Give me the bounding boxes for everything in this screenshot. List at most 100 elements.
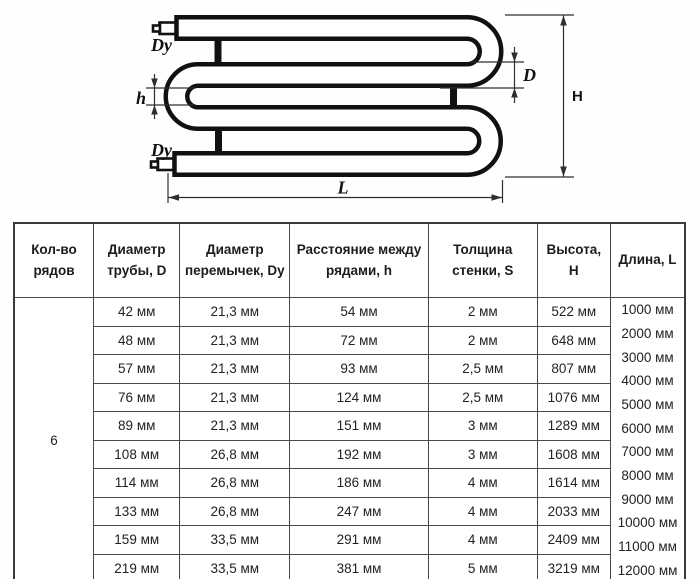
- table-cell: 124 мм: [289, 382, 429, 412]
- table-row: 133 мм 26,8 мм 247 мм 4 мм 2033 мм: [14, 496, 685, 526]
- dimension-d: D: [440, 47, 536, 103]
- table-cell: 4 мм: [427, 496, 538, 526]
- table-cell: 42 мм: [92, 297, 181, 327]
- table-cell: 93 мм: [289, 354, 429, 384]
- table-cell: 33,5 мм: [179, 525, 291, 555]
- table-cell: 54 мм: [289, 297, 429, 327]
- label-height: Н: [572, 88, 583, 105]
- table-cell: 72 мм: [289, 325, 429, 355]
- table-cell: 21,3 мм: [179, 411, 291, 441]
- table-cell: 247 мм: [289, 496, 429, 526]
- table-row: 159 мм 33,5 мм 291 мм 4 мм 2409 мм: [14, 525, 685, 555]
- table-cell: 3219 мм: [536, 553, 612, 579]
- table-cell: 151 мм: [289, 411, 429, 441]
- header-pipe-diameter: Диаметр трубы, D: [92, 222, 181, 298]
- label-dy-bottom: Dy: [150, 140, 173, 160]
- table-cell: 5 мм: [427, 553, 538, 579]
- table-cell: 2409 мм: [536, 525, 612, 555]
- header-height: Высота, Н: [536, 222, 612, 298]
- cell-lengths: 1000 мм 2000 мм 3000 мм 4000 мм 5000 мм 6000 …: [610, 297, 686, 579]
- outlet-stub: [149, 157, 175, 172]
- header-row-spacing: Расстояние между рядами, h: [289, 222, 429, 298]
- table-cell: 159 мм: [92, 525, 181, 555]
- header-row: Кол-во рядов Диаметр трубы, D Диаметр пе…: [13, 222, 686, 298]
- table-cell: 21,3 мм: [179, 325, 291, 355]
- label-length: L: [337, 178, 349, 198]
- table-cell: 291 мм: [289, 525, 429, 555]
- table-cell: 522 мм: [536, 297, 612, 327]
- table-row: 89 мм 21,3 мм 151 мм 3 мм 1289 мм: [14, 411, 685, 441]
- table-cell: 219 мм: [92, 553, 181, 579]
- length-item: 5000 мм: [621, 397, 674, 413]
- table-cell: 76 мм: [92, 382, 181, 412]
- length-item: 9000 мм: [621, 491, 674, 507]
- length-item: 4000 мм: [621, 373, 674, 389]
- dimensions-table: Кол-во рядов Диаметр трубы, D Диаметр пе…: [13, 222, 686, 579]
- table-cell: 89 мм: [92, 411, 181, 441]
- length-item: 7000 мм: [621, 444, 674, 460]
- table-cell: 2,5 мм: [427, 354, 538, 384]
- table-cell: 26,8 мм: [179, 468, 291, 498]
- length-item: 11000 мм: [618, 539, 677, 555]
- table-cell: 2 мм: [427, 325, 538, 355]
- jumpers: [214, 39, 457, 153]
- table-cell: 4 мм: [427, 468, 538, 498]
- label-dy-top: Dy: [150, 35, 173, 55]
- table-cell: 33,5 мм: [179, 553, 291, 579]
- length-item: 12000 мм: [617, 562, 678, 578]
- table-row: 6 42 мм 21,3 мм 54 мм 2 мм 522 мм 1000 мм 2000 …: [13, 297, 686, 579]
- table-cell: 2033 мм: [536, 496, 612, 526]
- table-cell: 108 мм: [92, 439, 181, 469]
- table-cell: 3 мм: [427, 439, 538, 469]
- dimension-height: Н: [505, 14, 583, 178]
- table-cell: 21,3 мм: [179, 354, 291, 384]
- length-item: 10000 мм: [617, 515, 678, 531]
- length-item: 6000 мм: [621, 420, 674, 436]
- table-cell: 1289 мм: [536, 411, 612, 441]
- table-row: 48 мм 21,3 мм 72 мм 2 мм 648 мм: [14, 325, 685, 355]
- dimension-h: h: [136, 74, 194, 119]
- table-row: 57 мм 21,3 мм 93 мм 2,5 мм 807 мм: [14, 354, 685, 384]
- table-cell: 807 мм: [536, 354, 612, 384]
- length-item: 2000 мм: [621, 326, 674, 341]
- inlet-stub: [151, 21, 177, 36]
- cell-rows-count: 6: [13, 297, 94, 579]
- table-cell: 4 мм: [427, 525, 538, 555]
- header-wall-thickness: Толщина стенки, S: [427, 222, 538, 298]
- length-item: 8000 мм: [621, 468, 674, 484]
- table-cell: 381 мм: [289, 553, 429, 579]
- table-cell: 21,3 мм: [179, 382, 291, 412]
- table-cell: 26,8 мм: [179, 496, 291, 526]
- table-cell: 57 мм: [92, 354, 181, 384]
- dimension-length: L: [167, 173, 504, 203]
- table-cell: 133 мм: [92, 496, 181, 526]
- length-item: 3000 мм: [621, 349, 674, 365]
- table-cell: 1076 мм: [536, 382, 612, 412]
- table-cell: 114 мм: [92, 468, 181, 498]
- table-cell: 648 мм: [536, 325, 612, 355]
- label-d: D: [522, 65, 536, 85]
- header-rows-count: Кол-во рядов: [13, 222, 94, 298]
- table-row: 76 мм 21,3 мм 124 мм 2,5 мм 1076 мм: [14, 382, 685, 412]
- header-length: Длина, L: [610, 222, 686, 298]
- table-row: 108 мм 26,8 мм 192 мм 3 мм 1608 мм: [14, 439, 685, 469]
- table-row: 114 мм 26,8 мм 186 мм 4 мм 1614 мм: [14, 468, 685, 498]
- label-h: h: [136, 88, 146, 108]
- table-cell: 186 мм: [289, 468, 429, 498]
- table-cell: 21,3 мм: [179, 297, 291, 327]
- register-diagram: h D Н L Dy: [136, 14, 583, 203]
- table-cell: 1614 мм: [536, 468, 612, 498]
- pipe-bore: [168, 19, 499, 173]
- length-item: 1000 мм: [621, 302, 674, 318]
- table-cell: 2 мм: [427, 297, 538, 327]
- length-list: 1000 мм 2000 мм 3000 мм 4000 мм 5000 мм 6000 …: [613, 298, 682, 579]
- table-cell: 1608 мм: [536, 439, 612, 469]
- table-cell: 26,8 мм: [179, 439, 291, 469]
- table-cell: 192 мм: [289, 439, 429, 469]
- table-row: 219 мм 33,5 мм 381 мм 5 мм 3219 мм: [14, 553, 685, 579]
- table-cell: 2,5 мм: [427, 382, 538, 412]
- table-cell: 48 мм: [92, 325, 181, 355]
- table-body: 6 42 мм 21,3 мм 54 мм 2 мм 522 мм 1000 мм 2000 …: [13, 297, 686, 579]
- header-jumper-diameter: Диаметр перемычек, Dy: [179, 222, 291, 298]
